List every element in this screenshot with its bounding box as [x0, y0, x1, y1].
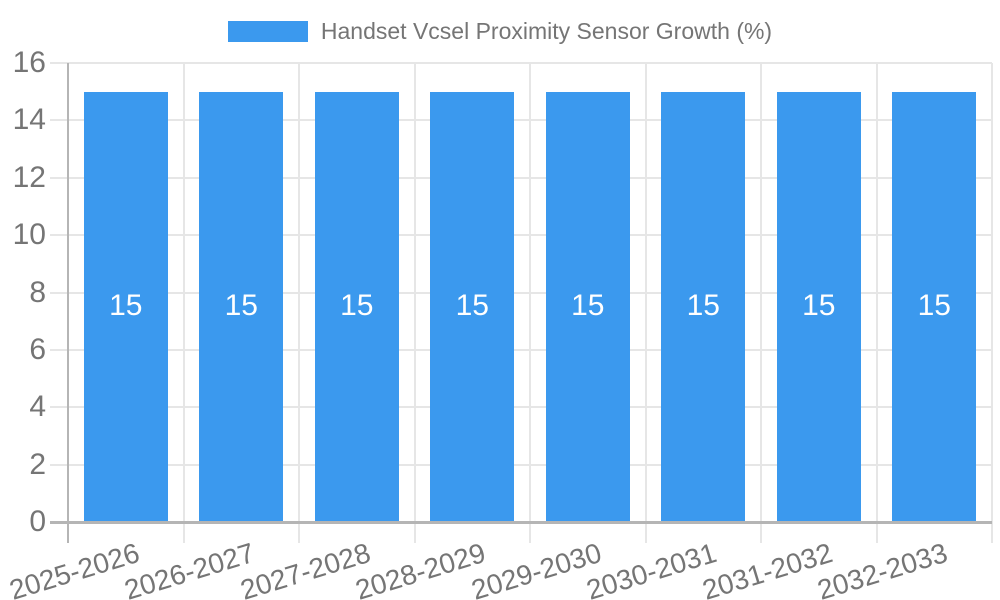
- bar: 15: [314, 91, 399, 521]
- bar-value-label: 15: [917, 289, 951, 323]
- legend-swatch: [227, 20, 308, 42]
- x-axis-line: [50, 521, 992, 524]
- y-gridline: [50, 291, 992, 294]
- x-tick-label: 2027-2028: [236, 537, 374, 600]
- bar: 15: [199, 91, 284, 521]
- y-gridline: [50, 176, 992, 179]
- x-tick-label: 2028-2029: [352, 537, 490, 600]
- y-tick-label: 4: [29, 390, 46, 424]
- y-tick-label: 2: [29, 447, 46, 481]
- x-gridline: [875, 63, 878, 543]
- bar: 15: [776, 91, 861, 521]
- bar-value-label: 15: [109, 289, 143, 323]
- y-gridline: [50, 119, 992, 122]
- bar-value-label: 15: [686, 289, 720, 323]
- y-tick-label: 12: [12, 160, 46, 194]
- bar: 15: [892, 91, 977, 521]
- x-tick-label: 2025-2026: [5, 537, 143, 600]
- bar-value-label: 15: [802, 289, 836, 323]
- x-tick-label: 2029-2030: [467, 537, 605, 600]
- legend: Handset Vcsel Proximity Sensor Growth (%…: [0, 17, 1000, 45]
- x-gridline: [529, 63, 531, 543]
- y-tick-label: 6: [29, 332, 46, 366]
- y-gridline: [50, 463, 992, 466]
- y-axis-line: [67, 63, 69, 543]
- x-gridline: [298, 63, 300, 543]
- y-tick-label: 10: [12, 218, 46, 252]
- bar-value-label: 15: [224, 289, 258, 323]
- x-tick-label: 2030-2031: [583, 537, 721, 600]
- y-tick-label: 0: [29, 505, 46, 538]
- x-tick-label: 2032-2033: [814, 537, 952, 600]
- x-tick-label: 2026-2027: [121, 537, 259, 600]
- x-gridline: [413, 63, 416, 543]
- x-tick-label: 2031-2032: [698, 537, 836, 600]
- y-gridline: [50, 406, 992, 409]
- legend-label: Handset Vcsel Proximity Sensor Growth (%…: [320, 18, 773, 44]
- x-gridline: [760, 63, 762, 543]
- x-gridline: [991, 63, 993, 543]
- x-gridline: [182, 63, 185, 543]
- bar-value-label: 15: [340, 289, 374, 323]
- y-gridline: [50, 234, 992, 237]
- bar: 15: [83, 91, 168, 521]
- x-gridline: [644, 63, 647, 543]
- bar: 15: [661, 91, 746, 521]
- bar: 15: [545, 91, 630, 521]
- bar-value-label: 15: [571, 289, 605, 323]
- y-tick-label: 16: [12, 46, 46, 79]
- y-tick-label: 8: [29, 275, 46, 309]
- y-gridline: [50, 348, 992, 351]
- y-tick-label: 14: [12, 103, 46, 137]
- bar: 15: [430, 91, 515, 521]
- bar-value-label: 15: [455, 289, 489, 323]
- y-gridline: [50, 62, 992, 64]
